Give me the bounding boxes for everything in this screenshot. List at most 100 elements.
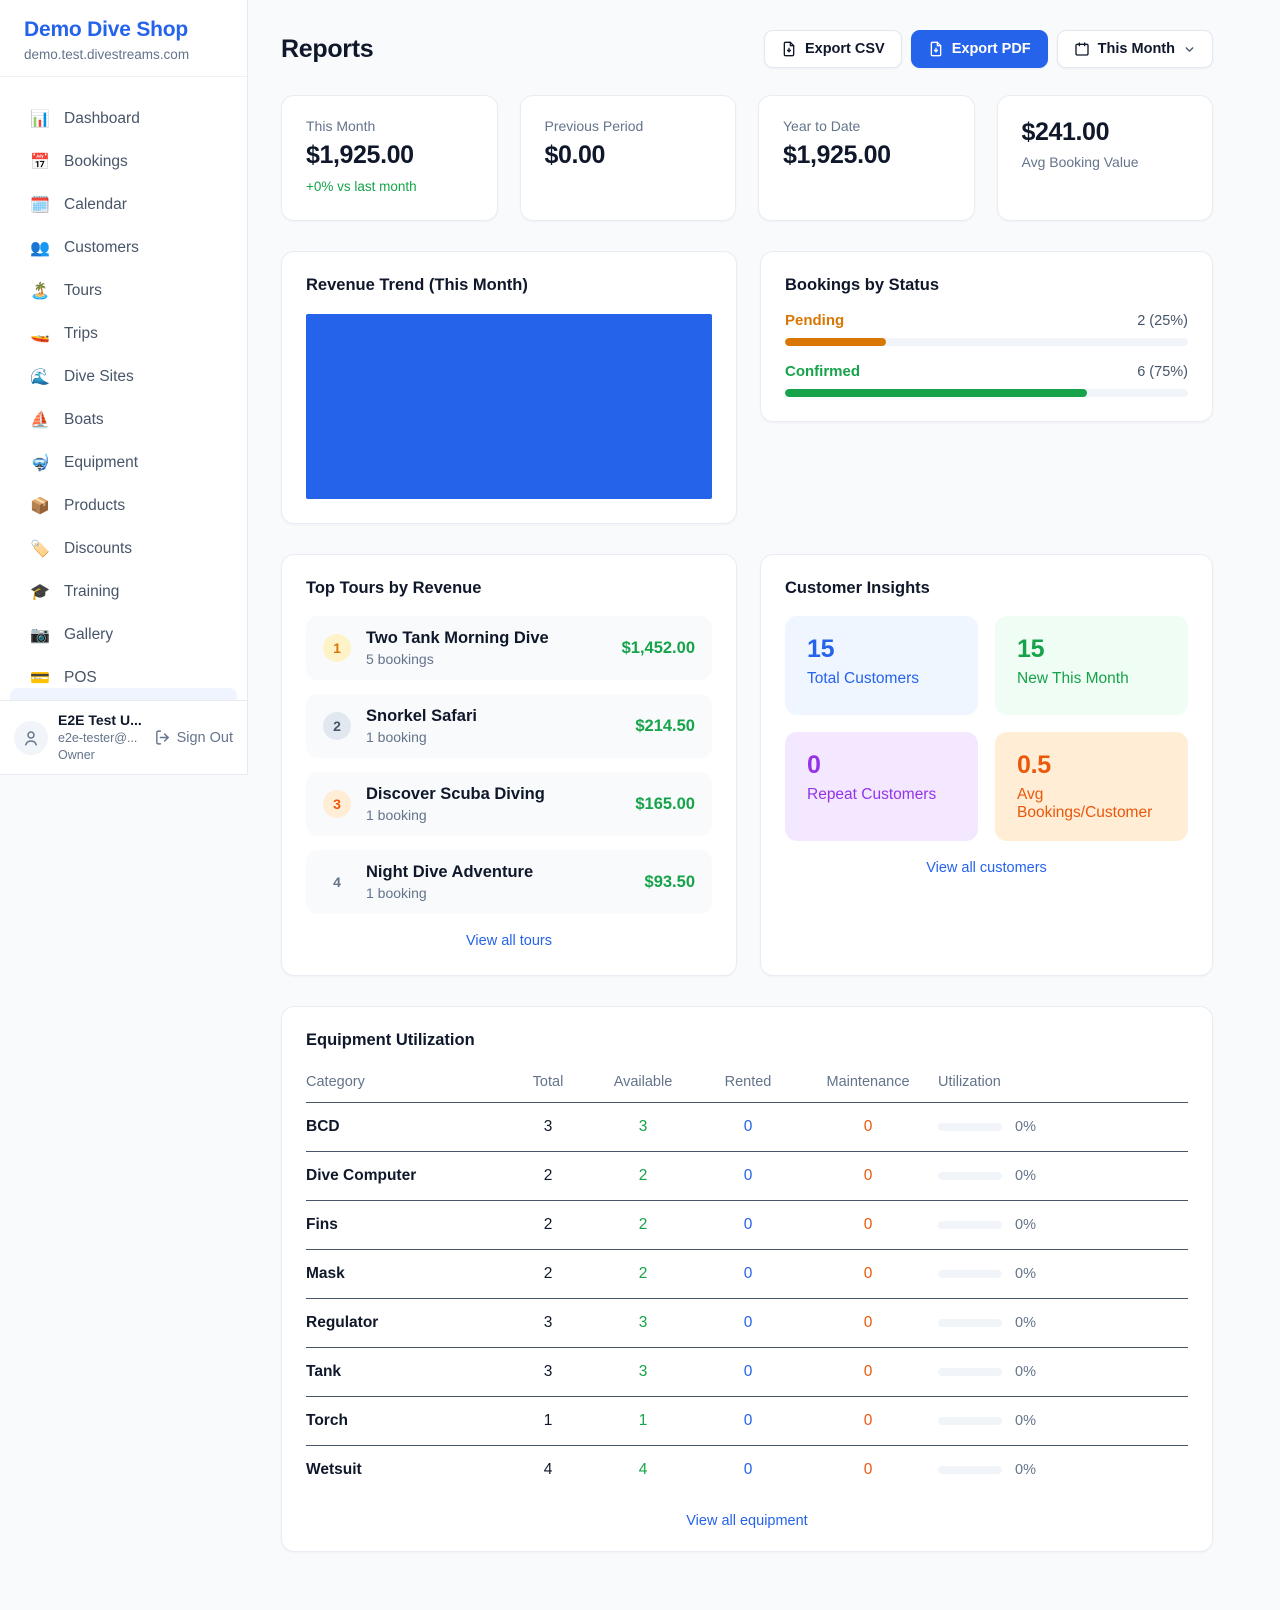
export-csv-button[interactable]: Export CSV xyxy=(763,30,902,68)
stat-card-year-to-date: Year to Date $1,925.00 xyxy=(758,95,975,221)
view-all-customers-link[interactable]: View all customers xyxy=(926,860,1047,876)
table-row: Torch 1 1 0 0 0% xyxy=(306,1397,1188,1446)
tour-rank-badge: 1 xyxy=(323,634,351,662)
sidebar-nav-item[interactable]: 📷 Gallery xyxy=(10,613,237,656)
nav-item-label: Bookings xyxy=(64,152,128,170)
cell-utilization: 0% xyxy=(938,1153,1188,1199)
cell-rented: 0 xyxy=(743,1167,753,1184)
tour-bookings: 1 booking xyxy=(366,729,427,745)
stat-card-this-month: This Month $1,925.00 +0% vs last month xyxy=(281,95,498,221)
cell-rented: 0 xyxy=(743,1118,753,1135)
tour-rank-badge: 2 xyxy=(323,712,351,740)
cell-utilization: 0% xyxy=(938,1202,1188,1248)
utilization-track xyxy=(938,1466,1002,1474)
sidebar-item-reports-active-partial[interactable] xyxy=(10,688,237,701)
sidebar-nav-item[interactable]: 🌊 Dive Sites xyxy=(10,355,237,398)
sign-out-button[interactable]: Sign Out xyxy=(154,729,233,746)
insight-tile: 0 Repeat Customers xyxy=(785,732,978,841)
sidebar-nav-item[interactable]: 📅 Bookings xyxy=(10,140,237,183)
stat-label: This Month xyxy=(306,118,376,134)
insight-label: New This Month xyxy=(1017,670,1129,687)
nav-item-label: Calendar xyxy=(64,195,127,213)
cell-available: 2 xyxy=(638,1167,648,1184)
cell-maintenance: 0 xyxy=(863,1265,873,1282)
cell-category: Torch xyxy=(306,1412,348,1429)
cell-maintenance: 0 xyxy=(863,1363,873,1380)
cell-total: 2 xyxy=(543,1167,553,1184)
utilization-percent: 0% xyxy=(1015,1168,1036,1184)
tour-name: Discover Scuba Diving xyxy=(366,785,545,803)
main-content: Reports Export CSV Export PDF xyxy=(248,0,1280,1552)
utilization-percent: 0% xyxy=(1015,1462,1036,1478)
utilization-track xyxy=(938,1417,1002,1425)
equipment-table-body: BCD 3 3 0 0 0% Dive Computer xyxy=(306,1103,1188,1494)
cell-total: 3 xyxy=(543,1118,553,1135)
utilization-percent: 0% xyxy=(1015,1413,1036,1429)
nav-item-label: Discounts xyxy=(64,539,133,557)
table-row: Tank 3 3 0 0 0% xyxy=(306,1348,1188,1397)
cell-available: 2 xyxy=(638,1216,648,1233)
export-pdf-button[interactable]: Export PDF xyxy=(910,30,1048,68)
stat-value: $0.00 xyxy=(544,141,606,169)
nav-item-label: Dashboard xyxy=(64,109,140,127)
sign-out-label: Sign Out xyxy=(176,729,233,746)
cell-utilization: 0% xyxy=(938,1398,1188,1444)
status-count: 6 (75%) xyxy=(1137,364,1188,380)
bookings-by-status-card: Bookings by Status Pending 2 (25%) xyxy=(760,251,1213,422)
stat-label: Avg Booking Value xyxy=(1021,154,1139,170)
view-all-tours-link[interactable]: View all tours xyxy=(466,933,552,949)
view-all-equipment-link[interactable]: View all equipment xyxy=(686,1513,808,1529)
nav-item-icon: 🏝️ xyxy=(30,282,50,300)
cell-available: 3 xyxy=(638,1363,648,1380)
cell-category: Regulator xyxy=(306,1314,379,1331)
insight-value: 15 xyxy=(1017,635,1045,663)
user-email: e2e-tester@... xyxy=(58,731,138,746)
sidebar-nav-item[interactable]: 🗓️ Calendar xyxy=(10,183,237,226)
status-list: Pending 2 (25%) Confirmed 6 (75%) xyxy=(785,312,1188,397)
sidebar-nav-item[interactable]: ⛵ Boats xyxy=(10,398,237,441)
cell-maintenance: 0 xyxy=(863,1412,873,1429)
period-selector[interactable]: This Month xyxy=(1056,30,1213,68)
user-info: E2E Test U... e2e-tester@... Owner xyxy=(58,711,142,764)
cell-available: 2 xyxy=(638,1265,648,1282)
nav-item-label: Training xyxy=(64,582,120,600)
sidebar-nav-item[interactable]: 🏝️ Tours xyxy=(10,269,237,312)
utilization-track xyxy=(938,1368,1002,1376)
nav-item-icon: 🎓 xyxy=(30,583,50,601)
sidebar-nav-item[interactable]: 🤿 Equipment xyxy=(10,441,237,484)
cell-maintenance: 0 xyxy=(863,1314,873,1331)
status-row: Pending 2 (25%) xyxy=(785,312,1188,346)
status-progress-track xyxy=(785,338,1188,346)
status-label: Pending xyxy=(785,312,845,329)
cell-utilization: 0% xyxy=(938,1349,1188,1395)
sidebar-nav-item[interactable]: 🚤 Trips xyxy=(10,312,237,355)
sidebar-nav-item[interactable]: 💳 POS xyxy=(10,656,237,688)
table-row: Mask 2 2 0 0 0% xyxy=(306,1250,1188,1299)
cell-maintenance: 0 xyxy=(863,1167,873,1184)
shop-brand[interactable]: Demo Dive Shop demo.test.divestreams.com xyxy=(0,0,247,77)
status-row: Confirmed 6 (75%) xyxy=(785,363,1188,397)
cell-available: 1 xyxy=(638,1412,648,1429)
status-progress-track xyxy=(785,389,1188,397)
insight-tile: 15 New This Month xyxy=(995,616,1188,715)
cell-utilization: 0% xyxy=(938,1300,1188,1346)
cell-available: 3 xyxy=(638,1314,648,1331)
cell-rented: 0 xyxy=(743,1216,753,1233)
user-name: E2E Test U... xyxy=(58,712,142,729)
cell-category: Mask xyxy=(306,1265,345,1282)
tour-rank-badge: 4 xyxy=(333,874,341,890)
sidebar-nav-item[interactable]: 🎓 Training xyxy=(10,570,237,613)
cell-total: 1 xyxy=(543,1412,553,1429)
sidebar-nav-item[interactable]: 📊 Dashboard xyxy=(10,97,237,140)
sidebar-nav-item[interactable]: 🏷️ Discounts xyxy=(10,527,237,570)
page-title: Reports xyxy=(281,34,374,63)
file-download-icon xyxy=(930,41,942,57)
nav-item-icon: 🤿 xyxy=(30,454,50,472)
stat-label: Previous Period xyxy=(544,118,644,134)
sidebar-nav-item[interactable]: 📦 Products xyxy=(10,484,237,527)
export-csv-label: Export CSV xyxy=(804,41,885,57)
cell-total: 3 xyxy=(543,1363,553,1380)
page-header: Reports Export CSV Export PDF xyxy=(281,30,1213,68)
nav-item-label: POS xyxy=(64,668,97,686)
sidebar-nav-item[interactable]: 👥 Customers xyxy=(10,226,237,269)
